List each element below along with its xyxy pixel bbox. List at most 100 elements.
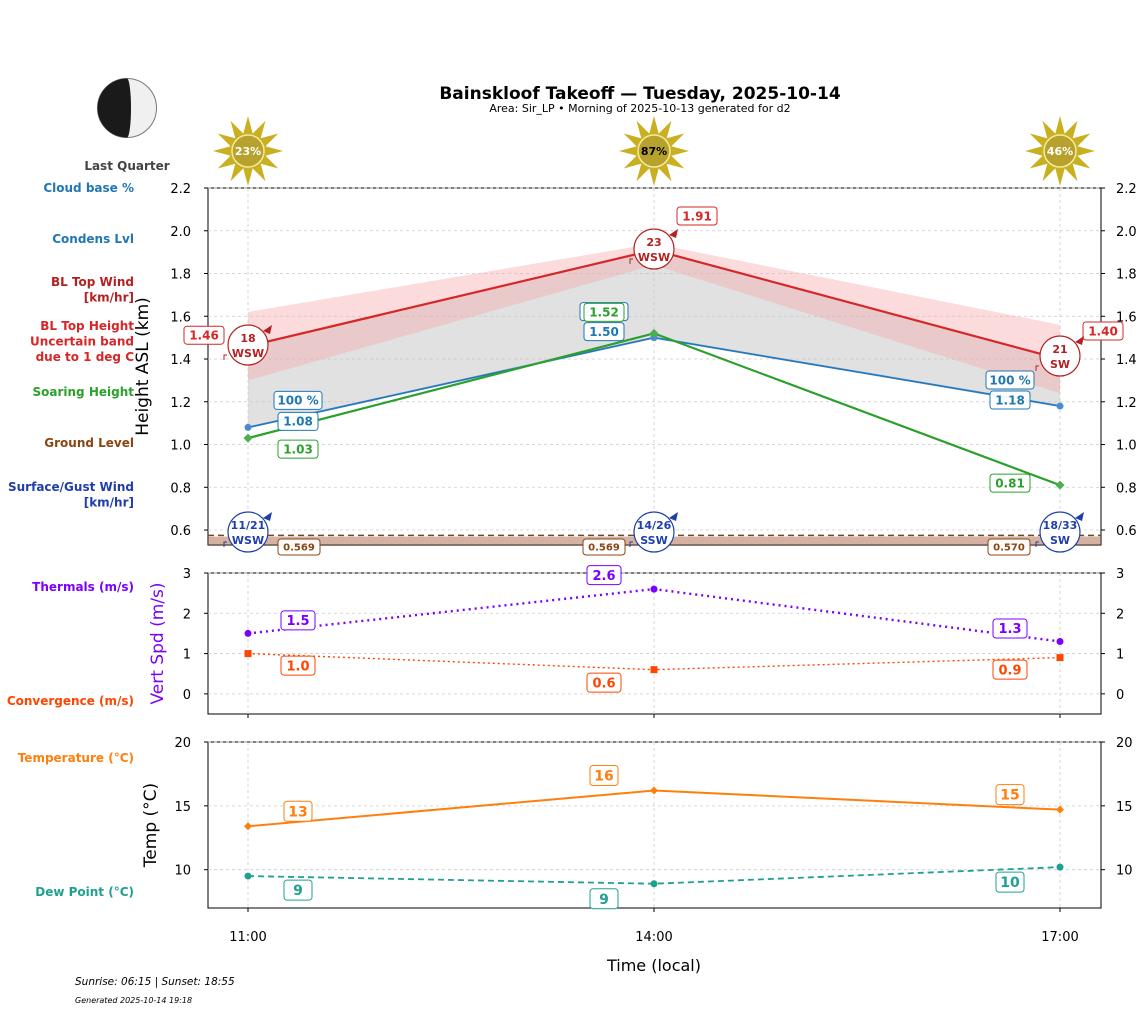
- thermals-value-box: [992, 618, 1028, 639]
- convergence-value: 0.9: [998, 663, 1021, 678]
- cloud-cover-label: 23%: [235, 145, 261, 158]
- ground-value-box: [582, 538, 626, 556]
- sun-disc: [1043, 134, 1077, 168]
- bl-top-value: 1.91: [682, 209, 712, 223]
- soaring-value: 0.81: [995, 476, 1025, 490]
- moon-icon: [97, 78, 157, 138]
- bl-wind-circle: 18 WSW: [223, 324, 272, 366]
- y-tick-label: 3: [183, 567, 191, 582]
- soaring-value-box: [583, 302, 625, 322]
- moon-phase-label: Last Quarter: [84, 159, 169, 173]
- thermals-value-box: [586, 565, 622, 586]
- surface-wind-circle-barb: [1035, 541, 1039, 547]
- y-tick-label-right: 1.8: [1116, 268, 1137, 283]
- bl-top-value-box: [183, 325, 225, 345]
- temperature-value-box: [589, 765, 619, 787]
- y-tick-label-right: 0.8: [1116, 481, 1137, 496]
- convergence-point: [1056, 654, 1064, 662]
- surface-wind-circle-direction: SSW: [640, 534, 667, 547]
- bl-top-value-box: [676, 206, 718, 226]
- ground-value-box: [277, 538, 321, 556]
- y-axis-label: Vert Spd (m/s): [148, 582, 168, 704]
- surface-wind-circle-speed: 14/26: [637, 519, 672, 532]
- temperature-point: [244, 822, 252, 831]
- row-label-thermals: Thermals (m/s): [32, 580, 134, 594]
- bl-wind-circle-direction: WSW: [232, 347, 264, 360]
- soaring-point: [649, 328, 659, 338]
- temperature-value: 15: [1000, 788, 1019, 804]
- y-tick-label: 20: [174, 736, 191, 751]
- bl-wind-circle-ring: [1039, 335, 1081, 377]
- row-label: BL Top Wind: [51, 275, 134, 289]
- convergence-point: [244, 650, 252, 658]
- convergence-value-box: [280, 655, 316, 676]
- y-axis-label: Temp (°C): [141, 783, 161, 868]
- convergence-point: [650, 666, 658, 674]
- condens-value-box: [583, 322, 625, 342]
- surface-wind-circle: 18/33 SW: [1035, 511, 1084, 553]
- ground-value-box: [987, 538, 1031, 556]
- bl-wind-circle: 21 SW: [1035, 335, 1084, 377]
- bl-wind-circle-speed: 21: [1052, 343, 1067, 356]
- surface-wind-circle-ring: [1039, 511, 1081, 553]
- row-label: Ground Level: [44, 436, 134, 450]
- y-tick-label-right: 1.0: [1116, 439, 1137, 454]
- y-tick-label: 1: [183, 648, 191, 663]
- condens-value-box: [989, 390, 1031, 410]
- y-tick-label: 2.2: [170, 182, 191, 197]
- dewpoint-value: 9: [599, 892, 609, 908]
- x-tick-label: 14:00: [635, 930, 672, 945]
- convergence-value: 0.6: [592, 676, 615, 691]
- y-tick-label-right: 0: [1116, 688, 1124, 703]
- y-tick-label-right: 1: [1116, 648, 1124, 663]
- soaring-point: [1055, 480, 1065, 490]
- y-tick-label: 2: [183, 607, 191, 622]
- dewpoint-value-box: [589, 888, 619, 910]
- surface-wind-circle-direction: SW: [1050, 534, 1070, 547]
- convergence-value-box: [992, 659, 1028, 680]
- row-label: BL Top Height: [40, 319, 134, 333]
- condens-point: [1056, 402, 1064, 410]
- temperature-point: [1056, 805, 1064, 814]
- thermals-value-box: [280, 610, 316, 631]
- cloud-cover-label: 87%: [641, 145, 667, 158]
- y-tick-label: 1.8: [170, 268, 191, 283]
- row-label-temperature: Temperature (°C): [18, 751, 134, 765]
- bl-wind-circle-barb: [1035, 365, 1039, 371]
- bl-wind-circle-arrow: [263, 325, 272, 334]
- sun-icon: 46%: [1025, 116, 1095, 186]
- y-tick-label: 0: [183, 688, 191, 703]
- y-tick-label-right: 3: [1116, 567, 1124, 582]
- surface-wind-circle-arrow: [263, 512, 272, 521]
- surface-wind-circle-ring: [227, 511, 269, 553]
- y-tick-label: 15: [174, 800, 191, 815]
- surface-wind-circle: 11/21 WSW: [223, 511, 272, 553]
- bl-wind-circle-ring: [633, 228, 675, 270]
- surface-wind-circle-barb: [629, 541, 633, 547]
- bl-top-value: 1.40: [1088, 324, 1118, 338]
- temperature-value: 16: [594, 769, 613, 785]
- dewpoint-value: 9: [293, 883, 303, 899]
- bl-wind-circle-barb: [223, 354, 227, 360]
- bl-wind-circle-direction: SW: [1050, 358, 1070, 371]
- ground-value: 0.570: [993, 543, 1025, 554]
- soaring-value-box: [277, 439, 319, 459]
- dewpoint-line: [247, 866, 1061, 885]
- row-label: due to 1 deg C: [36, 350, 135, 364]
- row-label: Condens Lvl: [52, 232, 134, 246]
- row-label-dewpoint: Dew Point (°C): [35, 885, 134, 899]
- thermals-value: 1.3: [998, 622, 1021, 637]
- bl-wind-circle-barb: [629, 258, 633, 264]
- thermals-value: 2.6: [592, 569, 615, 584]
- cloud-cover-label: 46%: [1047, 145, 1073, 158]
- dewpoint-value: 10: [1000, 875, 1020, 891]
- cloud-pct-value: 100 %: [277, 394, 318, 408]
- soaring-value-box: [989, 473, 1031, 493]
- bl-wind-circle-speed: 18: [240, 332, 255, 345]
- cloud-pct-value-box: [985, 370, 1035, 390]
- bl-wind-circle: 23 WSW: [629, 228, 678, 270]
- bl-top-value-box: [1082, 321, 1124, 341]
- y-tick-label-right: 1.4: [1116, 353, 1137, 368]
- convergence-value: 1.0: [286, 659, 309, 674]
- bl-wind-circle-arrow: [1075, 336, 1084, 345]
